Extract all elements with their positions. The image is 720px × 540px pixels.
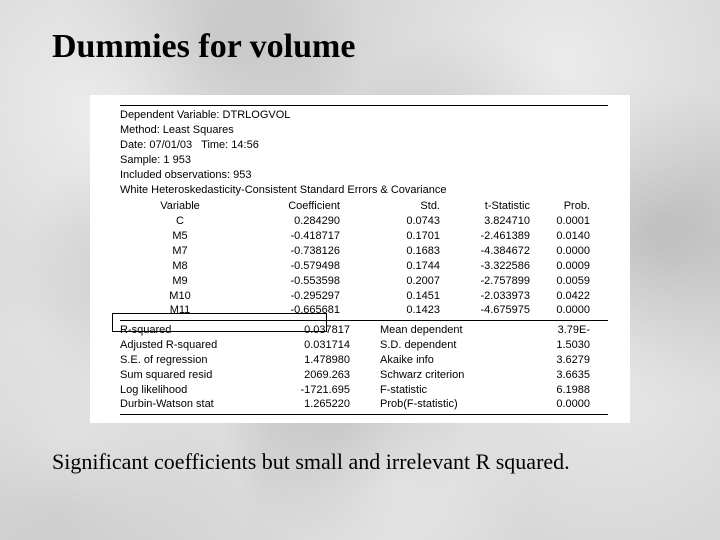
- stat-value-left: 0.037817: [260, 323, 350, 338]
- hdr-stderr: Std.: [340, 199, 440, 214]
- coef-row: M5 -0.418717 0.1701 -2.461389 0.0140: [120, 229, 608, 244]
- coef-row: M9 -0.553598 0.2007 -2.757899 0.0059: [120, 274, 608, 289]
- stats-row: Adjusted R-squared 0.031714 S.D. depende…: [120, 338, 608, 353]
- stat-value-right: 0.0000: [520, 397, 590, 412]
- meta-line: Included observations: 953: [120, 168, 608, 183]
- stat-label-right: Akaike info: [380, 353, 520, 368]
- cell-coef: 0.284290: [240, 214, 340, 229]
- rule-mid: [120, 320, 608, 321]
- stat-label-right: Prob(F-statistic): [380, 397, 520, 412]
- cell-var: C: [120, 214, 240, 229]
- coef-header: Variable Coefficient Std. t-Statistic Pr…: [120, 199, 608, 214]
- cell-coef: -0.579498: [240, 259, 340, 274]
- cell-p: 0.0009: [530, 259, 590, 274]
- cell-t: -2.033973: [440, 289, 530, 304]
- hdr-tstat: t-Statistic: [440, 199, 530, 214]
- rule-bottom: [120, 414, 608, 415]
- cell-var: M10: [120, 289, 240, 304]
- meta-line: Method: Least Squares: [120, 123, 608, 138]
- coef-row: M11 -0.665681 0.1423 -4.675975 0.0000: [120, 303, 608, 318]
- cell-p: 0.0000: [530, 244, 590, 259]
- stat-value-right: 3.79E-: [520, 323, 590, 338]
- cell-t: -4.675975: [440, 303, 530, 318]
- meta-line: Dependent Variable: DTRLOGVOL: [120, 108, 608, 123]
- meta-line: Sample: 1 953: [120, 153, 608, 168]
- meta-line: White Heteroskedasticity-Consistent Stan…: [120, 183, 608, 198]
- meta-line: Date: 07/01/03 Time: 14:56: [120, 138, 608, 153]
- cell-coef: -0.553598: [240, 274, 340, 289]
- stat-value-right: 1.5030: [520, 338, 590, 353]
- cell-p: 0.0001: [530, 214, 590, 229]
- rule-top: [120, 105, 608, 106]
- cell-p: 0.0000: [530, 303, 590, 318]
- stats-row: R-squared 0.037817 Mean dependent 3.79E-: [120, 323, 608, 338]
- cell-p: 0.0059: [530, 274, 590, 289]
- cell-t: 3.824710: [440, 214, 530, 229]
- cell-coef: -0.665681: [240, 303, 340, 318]
- cell-se: 0.1744: [340, 259, 440, 274]
- cell-var: M9: [120, 274, 240, 289]
- stats-row: S.E. of regression 1.478980 Akaike info …: [120, 353, 608, 368]
- stat-label-left: S.E. of regression: [120, 353, 260, 368]
- cell-var: M8: [120, 259, 240, 274]
- cell-var: M11: [120, 303, 240, 318]
- cell-coef: -0.295297: [240, 289, 340, 304]
- cell-p: 0.0422: [530, 289, 590, 304]
- stat-label-right: F-statistic: [380, 383, 520, 398]
- cell-var: M5: [120, 229, 240, 244]
- cell-t: -2.757899: [440, 274, 530, 289]
- cell-t: -3.322586: [440, 259, 530, 274]
- stat-label-left: Adjusted R-squared: [120, 338, 260, 353]
- stats-row: Log likelihood -1721.695 F-statistic 6.1…: [120, 383, 608, 398]
- stat-value-right: 6.1988: [520, 383, 590, 398]
- cell-var: M7: [120, 244, 240, 259]
- stat-label-left: Log likelihood: [120, 383, 260, 398]
- cell-coef: -0.738126: [240, 244, 340, 259]
- cell-se: 0.1451: [340, 289, 440, 304]
- cell-se: 0.2007: [340, 274, 440, 289]
- stat-label-right: Mean dependent: [380, 323, 520, 338]
- cell-se: 0.1423: [340, 303, 440, 318]
- cell-se: 0.1683: [340, 244, 440, 259]
- cell-t: -2.461389: [440, 229, 530, 244]
- slide-title: Dummies for volume: [52, 28, 672, 65]
- coef-row: M10 -0.295297 0.1451 -2.033973 0.0422: [120, 289, 608, 304]
- cell-coef: -0.418717: [240, 229, 340, 244]
- hdr-coefficient: Coefficient: [240, 199, 340, 214]
- coef-row: C 0.284290 0.0743 3.824710 0.0001: [120, 214, 608, 229]
- stat-value-left: 0.031714: [260, 338, 350, 353]
- hdr-variable: Variable: [120, 199, 240, 214]
- stat-value-right: 3.6635: [520, 368, 590, 383]
- hdr-prob: Prob.: [530, 199, 590, 214]
- slide: Dummies for volume Dependent Variable: D…: [0, 0, 720, 540]
- stat-label-right: Schwarz criterion: [380, 368, 520, 383]
- cell-p: 0.0140: [530, 229, 590, 244]
- slide-caption: Significant coefficients but small and i…: [52, 449, 672, 475]
- stats-row: Durbin-Watson stat 1.265220 Prob(F-stati…: [120, 397, 608, 412]
- regression-output-panel: Dependent Variable: DTRLOGVOL Method: Le…: [90, 95, 630, 423]
- coef-row: M7 -0.738126 0.1683 -4.384672 0.0000: [120, 244, 608, 259]
- stat-label-left: R-squared: [120, 323, 260, 338]
- cell-se: 0.1701: [340, 229, 440, 244]
- stats-row: Sum squared resid 2069.263 Schwarz crite…: [120, 368, 608, 383]
- cell-t: -4.384672: [440, 244, 530, 259]
- coef-row: M8 -0.579498 0.1744 -3.322586 0.0009: [120, 259, 608, 274]
- stat-label-left: Sum squared resid: [120, 368, 260, 383]
- stat-value-left: 1.478980: [260, 353, 350, 368]
- cell-se: 0.0743: [340, 214, 440, 229]
- stat-value-right: 3.6279: [520, 353, 590, 368]
- regression-meta: Dependent Variable: DTRLOGVOL Method: Le…: [120, 108, 608, 197]
- stat-value-left: 1.265220: [260, 397, 350, 412]
- stat-label-right: S.D. dependent: [380, 338, 520, 353]
- stat-value-left: 2069.263: [260, 368, 350, 383]
- stat-value-left: -1721.695: [260, 383, 350, 398]
- stat-label-left: Durbin-Watson stat: [120, 397, 260, 412]
